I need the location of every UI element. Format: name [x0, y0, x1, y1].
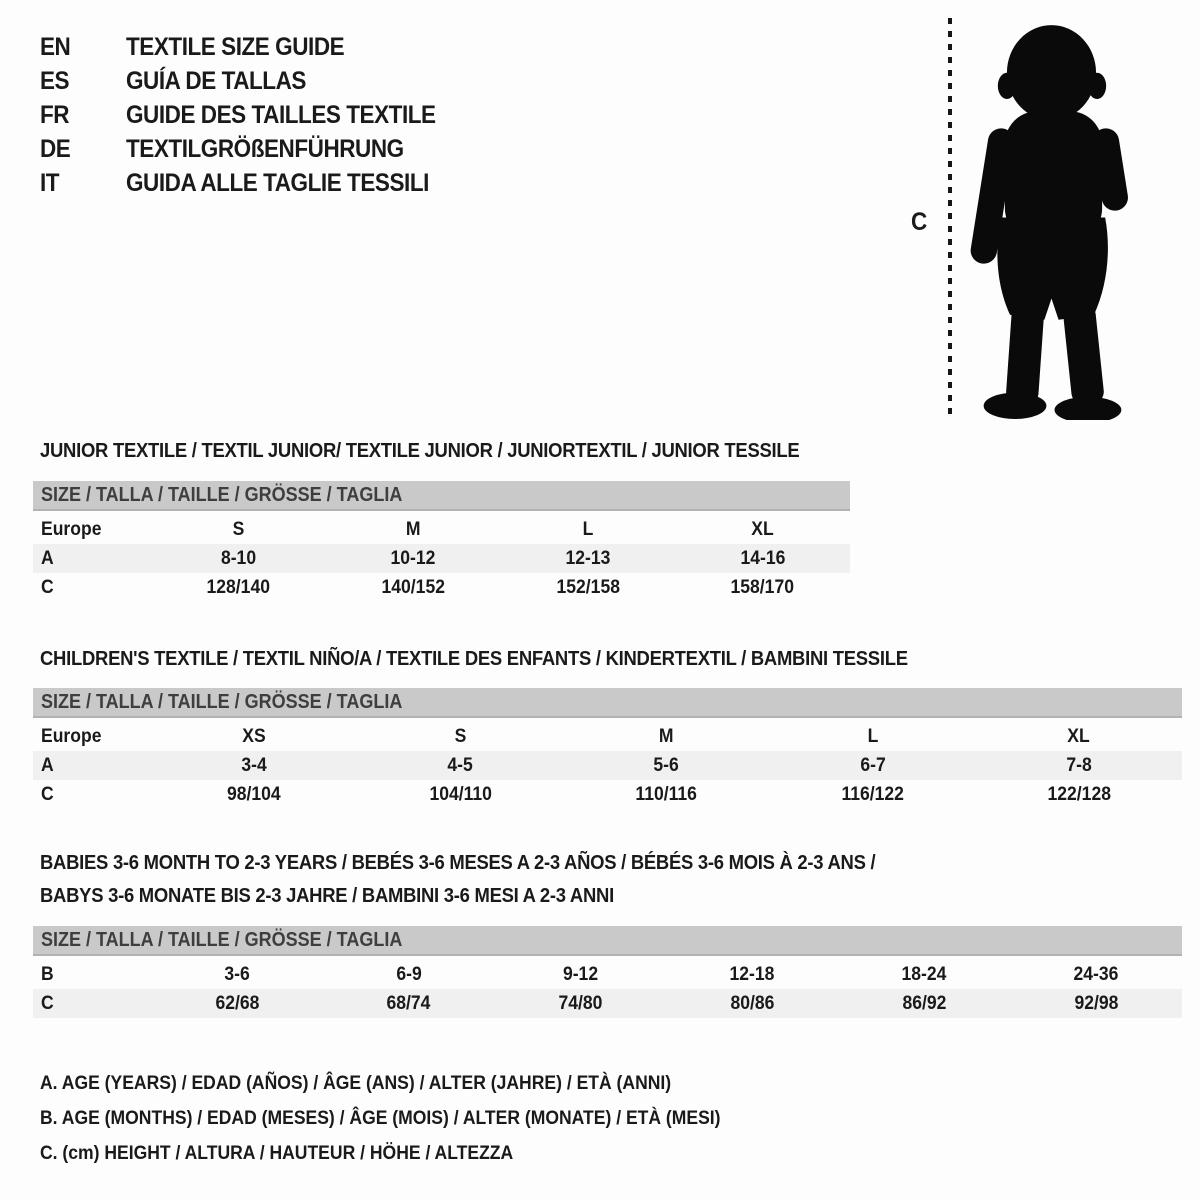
months-value: 3-6 — [224, 963, 250, 985]
months-value: 6-9 — [396, 963, 422, 985]
children-table-header-text: SIZE / TALLA / TAILLE / GRÖSSE / TAGLIA — [41, 691, 403, 713]
guide-title-es: GUÍA DE TALLAS — [126, 66, 306, 95]
language-title-list: EN TEXTILE SIZE GUIDE ES GUÍA DE TALLAS … — [40, 30, 470, 200]
section-title-babies-line2: BABYS 3-6 MONATE BIS 2-3 JAHRE / BAMBINI… — [40, 884, 614, 907]
height-value: 152/158 — [556, 576, 620, 598]
height-value: 140/152 — [381, 576, 445, 598]
lang-code-fr: FR — [40, 100, 70, 129]
lang-row-fr: FR GUIDE DES TAILLES TEXTILE — [40, 98, 470, 132]
lang-code-en: EN — [40, 32, 71, 61]
table-row-height: C 128/140 140/152 152/158 158/170 — [33, 573, 850, 602]
section-title-babies-line1: BABIES 3-6 MONTH TO 2-3 YEARS / BEBÉS 3-… — [40, 851, 876, 874]
height-measure-figure: C — [905, 10, 1175, 430]
section-title-children-text: CHILDREN'S TEXTILE / TEXTIL NIÑO/A / TEX… — [40, 647, 908, 670]
lang-code-es: ES — [40, 66, 70, 95]
junior-size-table: SIZE / TALLA / TAILLE / GRÖSSE / TAGLIA … — [33, 481, 850, 602]
row-label: C — [41, 783, 54, 805]
height-value: 158/170 — [730, 576, 795, 598]
size-value: XL — [1067, 725, 1091, 747]
lang-row-es: ES GUÍA DE TALLAS — [40, 64, 470, 98]
lang-row-en: EN TEXTILE SIZE GUIDE — [40, 30, 470, 64]
size-value: XL — [751, 518, 774, 540]
children-size-table: SIZE / TALLA / TAILLE / GRÖSSE / TAGLIA … — [33, 688, 1182, 809]
months-value: 24-36 — [1073, 963, 1119, 985]
table-row-height: C 62/68 68/74 74/80 80/86 86/92 92/98 — [33, 989, 1182, 1018]
lang-row-de: DE TEXTILGRÖßENFÜHRUNG — [40, 132, 470, 166]
babies-size-table: SIZE / TALLA / TAILLE / GRÖSSE / TAGLIA … — [33, 926, 1182, 1018]
height-measure-label: C — [911, 208, 928, 236]
height-value: 92/98 — [1074, 992, 1119, 1014]
table-row-europe: Europe XS S M L XL — [33, 722, 1182, 751]
months-value: 9-12 — [562, 963, 599, 985]
measure-legend: A. AGE (YEARS) / EDAD (AÑOS) / ÂGE (ANS)… — [40, 1066, 796, 1171]
age-value: 10-12 — [390, 547, 436, 569]
age-value: 8-10 — [220, 547, 256, 569]
guide-title-fr: GUIDE DES TAILLES TEXTILE — [126, 100, 436, 129]
age-value: 5-6 — [653, 754, 680, 776]
lang-code-de: DE — [40, 134, 71, 163]
age-value: 7-8 — [1066, 754, 1092, 776]
row-label: C — [41, 576, 54, 598]
legend-line-b: B. AGE (MONTHS) / EDAD (MESES) / ÂGE (MO… — [40, 1107, 721, 1129]
section-title-children: CHILDREN'S TEXTILE / TEXTIL NIÑO/A / TEX… — [40, 642, 1004, 675]
age-value: 14-16 — [740, 547, 786, 569]
height-value: 98/104 — [227, 783, 281, 805]
lang-row-it: IT GUIDA ALLE TAGLIE TESSILI — [40, 166, 470, 200]
junior-table-header: SIZE / TALLA / TAILLE / GRÖSSE / TAGLIA — [33, 481, 850, 511]
height-value: 110/116 — [635, 783, 698, 805]
table-row-age: A 8-10 10-12 12-13 14-16 — [33, 544, 850, 573]
height-value: 128/140 — [206, 576, 271, 598]
lang-code-it: IT — [40, 168, 60, 197]
size-value: L — [867, 725, 879, 747]
row-label: C — [41, 992, 54, 1014]
junior-table-header-text: SIZE / TALLA / TAILLE / GRÖSSE / TAGLIA — [41, 484, 403, 506]
row-label: Europe — [41, 518, 102, 540]
size-value: M — [659, 725, 674, 747]
babies-table-header: SIZE / TALLA / TAILLE / GRÖSSE / TAGLIA — [33, 926, 1182, 956]
height-value: 68/74 — [386, 992, 431, 1014]
age-value: 3-4 — [241, 754, 267, 776]
height-value: 122/128 — [1047, 783, 1111, 805]
age-value: 6-7 — [860, 754, 886, 776]
section-title-junior: JUNIOR TEXTILE / TEXTIL JUNIOR/ TEXTILE … — [40, 434, 884, 467]
height-value: 116/122 — [841, 783, 904, 805]
legend-line-a: A. AGE (YEARS) / EDAD (AÑOS) / ÂGE (ANS)… — [40, 1072, 672, 1094]
guide-title-it: GUIDA ALLE TAGLIE TESSILI — [126, 168, 429, 197]
size-value: XS — [242, 725, 266, 747]
babies-table-header-text: SIZE / TALLA / TAILLE / GRÖSSE / TAGLIA — [41, 929, 403, 951]
row-label: A — [41, 547, 54, 569]
guide-title-de: TEXTILGRÖßENFÜHRUNG — [126, 134, 404, 163]
height-value: 104/110 — [429, 783, 492, 805]
toddler-silhouette-icon — [970, 25, 1128, 420]
height-value: 80/86 — [730, 992, 775, 1014]
section-title-junior-text: JUNIOR TEXTILE / TEXTIL JUNIOR/ TEXTILE … — [40, 439, 800, 462]
height-value: 62/68 — [214, 992, 259, 1014]
size-value: S — [232, 518, 245, 540]
months-value: 12-18 — [729, 963, 775, 985]
guide-title-en: TEXTILE SIZE GUIDE — [126, 32, 345, 61]
size-value: L — [582, 518, 594, 540]
size-value: S — [454, 725, 467, 747]
months-value: 18-24 — [901, 963, 947, 985]
table-row-height: C 98/104 104/110 110/116 116/122 122/128 — [33, 780, 1182, 809]
age-value: 12-13 — [565, 547, 611, 569]
table-row-europe: Europe S M L XL — [33, 515, 850, 544]
row-label: A — [41, 754, 54, 776]
children-table-header: SIZE / TALLA / TAILLE / GRÖSSE / TAGLIA — [33, 688, 1182, 718]
row-label: Europe — [41, 725, 102, 747]
size-value: M — [405, 518, 421, 540]
section-title-babies: BABIES 3-6 MONTH TO 2-3 YEARS / BEBÉS 3-… — [40, 846, 968, 912]
table-row-age: A 3-4 4-5 5-6 6-7 7-8 — [33, 751, 1182, 780]
age-value: 4-5 — [447, 754, 473, 776]
row-label: B — [41, 963, 54, 985]
height-value: 86/92 — [902, 992, 947, 1014]
height-value: 74/80 — [558, 992, 603, 1014]
legend-line-c: C. (cm) HEIGHT / ALTURA / HAUTEUR / HÖHE… — [40, 1142, 514, 1164]
table-row-months: B 3-6 6-9 9-12 12-18 18-24 24-36 — [33, 960, 1182, 989]
height-dashed-line — [948, 18, 952, 418]
